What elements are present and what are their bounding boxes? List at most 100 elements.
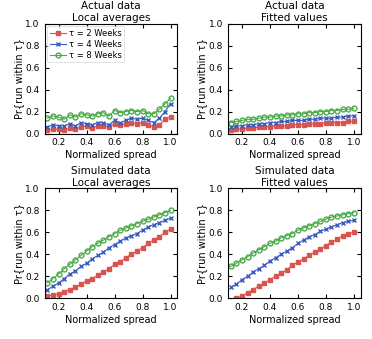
τ = 8 Weeks — [329, 108, 334, 113]
τ = 8 Weeks — [257, 116, 261, 120]
τ = 8 Weeks — [262, 245, 267, 249]
τ = 8 Weeks — [228, 264, 233, 268]
τ = 4 Weeks — [245, 123, 250, 127]
τ = 8 Weeks — [163, 211, 167, 215]
τ = 8 Weeks — [312, 222, 317, 226]
τ = 8 Weeks — [234, 119, 238, 123]
τ = 4 Weeks — [318, 116, 323, 120]
τ = 2 Weeks — [262, 281, 267, 285]
τ = 2 Weeks — [112, 122, 117, 126]
τ = 4 Weeks — [251, 123, 256, 127]
τ = 8 Weeks — [168, 208, 173, 213]
τ = 2 Weeks — [352, 119, 356, 123]
τ = 2 Weeks — [124, 122, 128, 126]
τ = 2 Weeks — [45, 294, 50, 298]
τ = 8 Weeks — [51, 114, 55, 118]
τ = 4 Weeks — [301, 118, 306, 122]
τ = 2 Weeks — [90, 277, 94, 281]
X-axis label: Normalized spread: Normalized spread — [65, 150, 157, 160]
τ = 2 Weeks — [257, 125, 261, 129]
τ = 8 Weeks — [352, 211, 356, 215]
τ = 4 Weeks — [157, 116, 161, 120]
τ = 8 Weeks — [318, 109, 323, 114]
τ = 2 Weeks — [296, 123, 300, 127]
τ = 2 Weeks — [51, 127, 55, 131]
τ = 2 Weeks — [329, 240, 334, 244]
τ = 8 Weeks — [279, 236, 283, 240]
Line: τ = 8 Weeks: τ = 8 Weeks — [45, 208, 173, 285]
τ = 2 Weeks — [340, 121, 345, 125]
τ = 4 Weeks — [329, 116, 334, 120]
τ = 4 Weeks — [135, 117, 139, 121]
τ = 2 Weeks — [135, 249, 139, 253]
τ = 8 Weeks — [124, 109, 128, 114]
τ = 2 Weeks — [228, 298, 233, 302]
τ = 8 Weeks — [96, 112, 100, 116]
τ = 8 Weeks — [285, 113, 289, 117]
τ = 8 Weeks — [73, 258, 78, 262]
Y-axis label: Pr{run within τ}: Pr{run within τ} — [14, 203, 24, 284]
τ = 8 Weeks — [273, 114, 278, 118]
τ = 8 Weeks — [118, 228, 122, 232]
τ = 4 Weeks — [240, 278, 244, 282]
τ = 8 Weeks — [335, 108, 339, 113]
τ = 2 Weeks — [346, 232, 350, 236]
Line: τ = 8 Weeks: τ = 8 Weeks — [45, 96, 173, 122]
τ = 2 Weeks — [146, 123, 150, 127]
τ = 2 Weeks — [262, 125, 267, 129]
Y-axis label: Pr{run within τ}: Pr{run within τ} — [14, 38, 24, 119]
τ = 4 Weeks — [296, 118, 300, 122]
τ = 8 Weeks — [135, 109, 139, 114]
τ = 2 Weeks — [146, 241, 150, 245]
τ = 4 Weeks — [62, 124, 67, 128]
τ = 4 Weeks — [151, 121, 156, 125]
τ = 8 Weeks — [118, 111, 122, 115]
τ = 2 Weeks — [157, 123, 161, 127]
τ = 4 Weeks — [112, 242, 117, 246]
τ = 4 Weeks — [346, 219, 350, 223]
τ = 8 Weeks — [296, 112, 300, 116]
τ = 2 Weeks — [112, 262, 117, 266]
τ = 8 Weeks — [352, 106, 356, 110]
τ = 8 Weeks — [146, 217, 150, 221]
τ = 4 Weeks — [163, 218, 167, 222]
τ = 8 Weeks — [124, 226, 128, 230]
τ = 2 Weeks — [73, 127, 78, 131]
τ = 8 Weeks — [84, 249, 89, 253]
τ = 2 Weeks — [352, 231, 356, 235]
τ = 2 Weeks — [329, 121, 334, 125]
τ = 2 Weeks — [129, 121, 134, 125]
Title: Actual data
Local averages: Actual data Local averages — [72, 1, 150, 23]
τ = 8 Weeks — [312, 111, 317, 115]
τ = 8 Weeks — [240, 258, 244, 262]
Title: Simulated data
Fitted values: Simulated data Fitted values — [254, 166, 334, 188]
τ = 2 Weeks — [96, 273, 100, 277]
τ = 2 Weeks — [312, 250, 317, 254]
τ = 8 Weeks — [140, 108, 145, 113]
τ = 8 Weeks — [296, 228, 300, 232]
τ = 2 Weeks — [107, 125, 111, 129]
τ = 4 Weeks — [168, 102, 173, 106]
τ = 8 Weeks — [140, 219, 145, 223]
τ = 8 Weeks — [146, 112, 150, 116]
τ = 4 Weeks — [151, 223, 156, 227]
τ = 2 Weeks — [73, 285, 78, 290]
τ = 2 Weeks — [84, 279, 89, 283]
τ = 2 Weeks — [273, 274, 278, 278]
Y-axis label: Pr{run within τ}: Pr{run within τ} — [198, 203, 207, 284]
τ = 8 Weeks — [268, 115, 272, 119]
τ = 8 Weeks — [245, 255, 250, 259]
τ = 4 Weeks — [45, 287, 50, 292]
τ = 2 Weeks — [62, 290, 67, 294]
τ = 8 Weeks — [112, 232, 117, 236]
τ = 2 Weeks — [84, 124, 89, 128]
τ = 2 Weeks — [151, 238, 156, 242]
Title: Actual data
Fitted values: Actual data Fitted values — [261, 1, 328, 23]
Y-axis label: Pr{run within τ}: Pr{run within τ} — [198, 38, 207, 119]
τ = 4 Weeks — [228, 285, 233, 290]
τ = 2 Weeks — [335, 121, 339, 125]
Legend: τ = 2 Weeks, τ = 4 Weeks, τ = 8 Weeks: τ = 2 Weeks, τ = 4 Weeks, τ = 8 Weeks — [47, 26, 124, 62]
τ = 4 Weeks — [62, 277, 67, 281]
τ = 4 Weeks — [135, 232, 139, 236]
τ = 4 Weeks — [307, 235, 311, 239]
